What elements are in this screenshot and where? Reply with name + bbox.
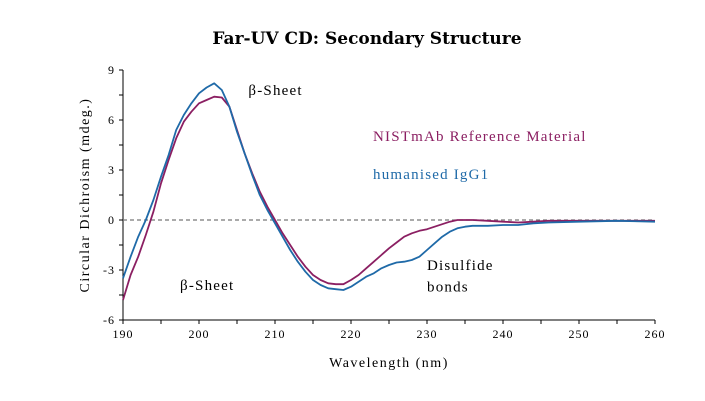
x-tick-label: 240: [493, 327, 514, 341]
annotation: bonds: [427, 280, 469, 296]
y-tick-label: -6: [103, 313, 115, 327]
y-tick-label: 9: [108, 63, 115, 77]
series-line-0: [122, 95, 655, 301]
y-tick-label: 3: [108, 163, 115, 177]
x-tick-label: 220: [341, 327, 362, 341]
y-tick-label: 0: [108, 213, 115, 227]
y-axis-label: Circular Dichroism (mdeg.): [78, 98, 93, 293]
x-axis-label: Wavelength (nm): [329, 356, 449, 371]
x-tick-label: 250: [569, 327, 590, 341]
x-tick-label: 190: [113, 327, 134, 341]
chart-title: Far-UV CD: Secondary Structure: [212, 29, 521, 49]
series-line-1: [122, 82, 656, 291]
annotation: β-Sheet: [180, 278, 234, 294]
x-tick-label: 230: [417, 327, 438, 341]
x-tick-label: 260: [645, 327, 666, 341]
legend-igg1: humanised IgG1: [373, 167, 489, 183]
x-tick-label: 210: [265, 327, 286, 341]
legend-nistmab: NISTmAb Reference Material: [373, 129, 587, 145]
y-tick-label: -3: [103, 263, 115, 277]
y-tick-label: 6: [108, 113, 115, 127]
annotation: Disulfide: [427, 258, 494, 274]
annotation: β-Sheet: [248, 83, 302, 99]
x-tick-label: 200: [189, 327, 210, 341]
